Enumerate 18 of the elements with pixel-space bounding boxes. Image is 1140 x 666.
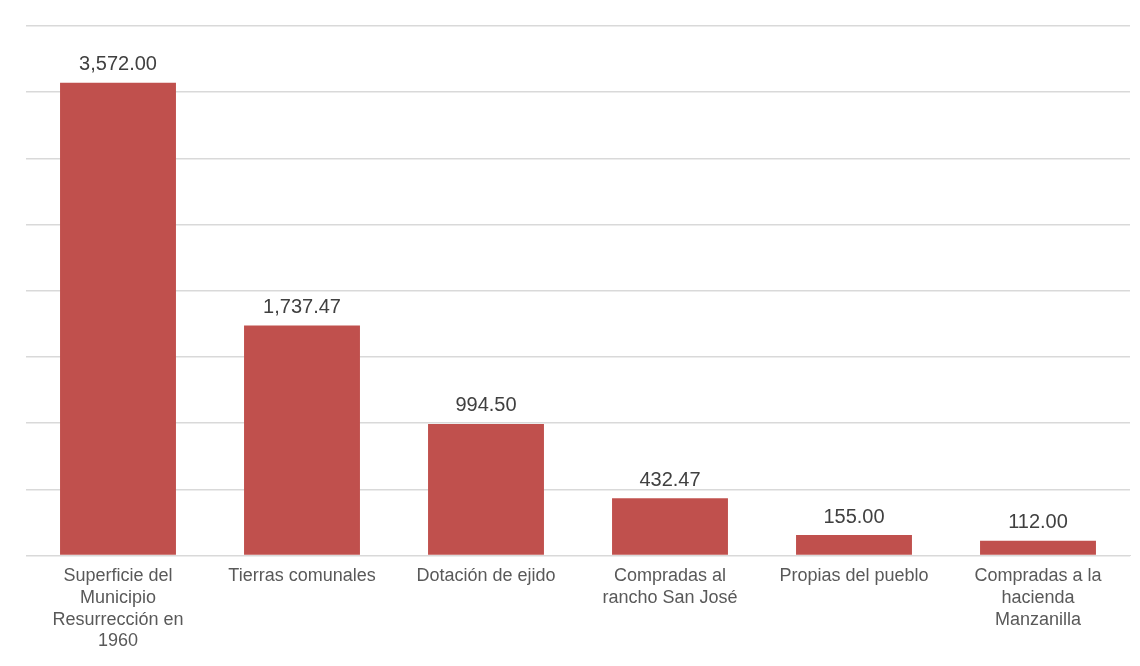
bar xyxy=(244,325,360,555)
x-tick-label: Tierras comunales xyxy=(228,565,376,586)
data-label: 994.50 xyxy=(455,393,517,416)
data-label: 432.47 xyxy=(639,467,701,490)
bar xyxy=(428,423,544,555)
x-tick-label: Propias del pueblo xyxy=(779,565,929,586)
x-tick-label: Dotación de ejido xyxy=(416,565,556,586)
bar xyxy=(796,535,912,555)
x-tick-label: Compradas a la hacienda Manzanilla xyxy=(974,565,1103,629)
x-tick-label: Compradas al rancho San José xyxy=(602,565,738,607)
data-label: 155.00 xyxy=(823,504,885,527)
data-label: 1,737.47 xyxy=(263,295,341,318)
x-tick-label: Superficie del Municipio Resurrección en 1960 xyxy=(52,565,184,651)
data-label: 112.00 xyxy=(1008,510,1068,533)
data-label: 3,572.00 xyxy=(79,52,157,75)
bar xyxy=(980,540,1096,555)
bar xyxy=(612,498,728,555)
bar xyxy=(60,82,176,555)
